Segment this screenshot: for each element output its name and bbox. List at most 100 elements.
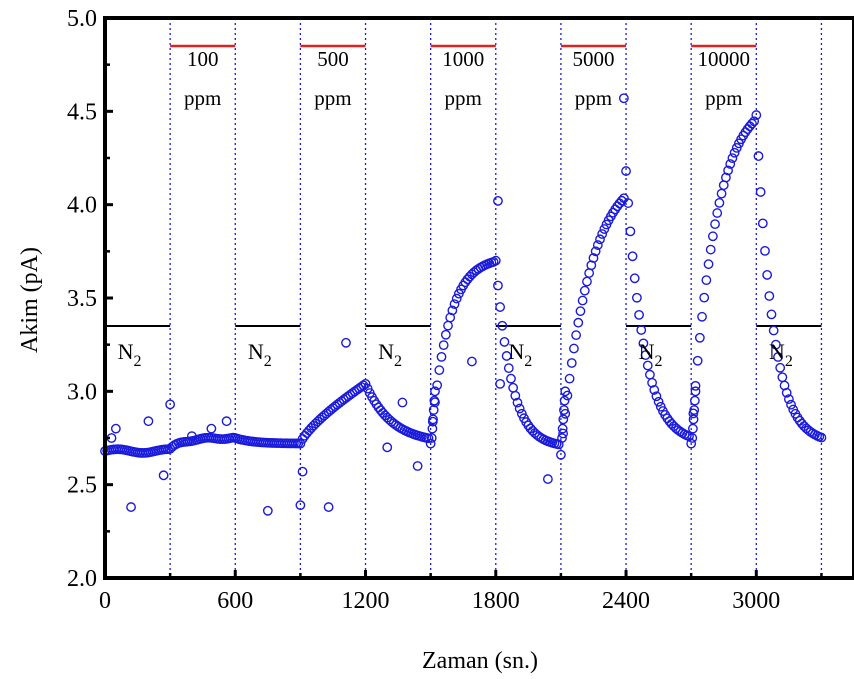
- gas-label-value: 10000: [697, 47, 750, 71]
- y-tick-label: 2.0: [67, 566, 97, 592]
- data-point: [688, 423, 698, 434]
- data-point: [690, 386, 701, 397]
- data-point: [694, 332, 705, 343]
- data-point: [727, 153, 738, 164]
- data-point: [516, 408, 527, 419]
- data-point: [560, 386, 571, 397]
- data-point: [428, 414, 438, 425]
- data-point: [577, 295, 588, 306]
- data-point: [510, 390, 521, 401]
- data-point: [443, 320, 453, 331]
- data-point: [773, 352, 783, 362]
- data-point: [764, 291, 775, 301]
- data-point: [770, 339, 781, 350]
- x-tick-label: 1800: [472, 588, 520, 614]
- data-point: [618, 93, 629, 104]
- data-point: [557, 433, 567, 443]
- data-point: [631, 292, 642, 303]
- y-tick-label: 3.5: [67, 286, 97, 312]
- data-point: [559, 405, 569, 415]
- data-point: [556, 449, 566, 460]
- data-point: [757, 218, 768, 229]
- data-point: [297, 466, 308, 477]
- data-point: [642, 360, 653, 371]
- data-point: [514, 403, 525, 414]
- data-point: [636, 325, 647, 335]
- data-point: [725, 159, 736, 169]
- x-tick-label: 0: [99, 588, 111, 614]
- data-point: [703, 259, 714, 270]
- data-point: [499, 337, 510, 347]
- data-point: [766, 309, 777, 320]
- data-point: [760, 245, 770, 256]
- data-point: [689, 395, 700, 406]
- data-point: [731, 142, 742, 153]
- data-point: [295, 438, 306, 449]
- data-point: [262, 505, 273, 516]
- data-point: [710, 219, 720, 230]
- gas-label-unit: ppm: [314, 86, 351, 110]
- x-tick-label: 1200: [342, 588, 390, 614]
- n2-label: N2: [769, 339, 793, 370]
- data-point: [592, 240, 603, 250]
- annotations: 100 ppm 500 ppm 1000 ppm 5000 ppm 10000 ppm N2 N2 N2…: [118, 47, 793, 370]
- data-point: [558, 414, 569, 425]
- y-tick-label: 3.0: [67, 379, 97, 405]
- interval-dividers: [169, 18, 823, 578]
- data-point: [110, 423, 121, 434]
- data-point: [705, 244, 716, 255]
- data-point: [429, 395, 440, 406]
- data-point: [447, 305, 458, 316]
- data-point: [559, 395, 570, 406]
- data-point: [688, 414, 699, 425]
- data-point: [426, 433, 437, 443]
- data-point: [640, 350, 651, 361]
- y-tick-label: 2.5: [67, 473, 97, 499]
- data-point: [749, 116, 760, 127]
- x-tick-label: 600: [217, 588, 253, 614]
- data-point: [647, 377, 657, 388]
- data-point: [775, 362, 786, 373]
- data-point: [221, 416, 232, 427]
- data-point: [497, 320, 508, 331]
- gas-label-unit: ppm: [575, 86, 612, 110]
- data-point: [495, 378, 506, 389]
- data-point: [638, 338, 649, 349]
- data-point: [436, 351, 447, 362]
- gas-label-unit: ppm: [705, 86, 742, 110]
- data-point: [571, 330, 582, 341]
- data-point: [495, 302, 506, 312]
- data-point: [434, 365, 445, 376]
- data-point: [397, 397, 408, 408]
- data-point: [645, 369, 655, 380]
- data-point: [575, 306, 586, 317]
- data-points: [100, 93, 827, 516]
- data-point: [451, 293, 462, 304]
- data-point: [582, 276, 592, 287]
- data-point: [747, 118, 757, 129]
- data-point: [488, 257, 499, 267]
- data-point: [432, 380, 443, 391]
- data-point: [430, 386, 440, 397]
- data-point: [783, 394, 794, 405]
- data-point: [467, 356, 477, 367]
- gas-label-unit: ppm: [445, 86, 482, 110]
- data-point: [506, 373, 516, 384]
- data-point: [595, 234, 605, 245]
- data-point: [542, 474, 553, 484]
- data-point: [584, 268, 595, 278]
- data-point: [186, 431, 197, 442]
- x-tick-label: 3000: [732, 588, 780, 614]
- data-point: [777, 372, 788, 383]
- gas-label-value: 1000: [442, 47, 484, 71]
- n2-label: N2: [118, 339, 142, 370]
- data-point: [701, 275, 712, 286]
- y-tick-label: 4.0: [67, 193, 97, 219]
- data-point: [503, 363, 514, 374]
- data-point: [295, 500, 306, 511]
- data-point: [786, 399, 796, 410]
- data-point: [143, 416, 154, 427]
- data-point: [382, 442, 393, 453]
- n2-label: N2: [378, 339, 402, 370]
